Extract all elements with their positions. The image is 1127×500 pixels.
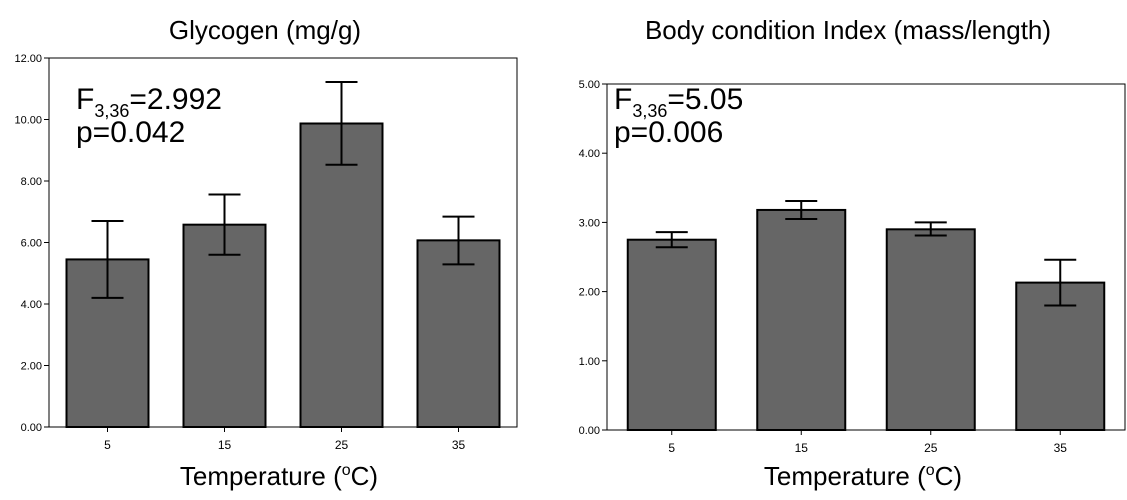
stat-f-letter: F — [614, 83, 632, 116]
y-tick-label: 6.00 — [21, 238, 42, 250]
x-axis-label-start: Temperature ( — [764, 461, 926, 491]
x-tick-label: 15 — [795, 441, 809, 455]
y-tick-label: 0.00 — [579, 425, 600, 437]
bar — [626, 238, 717, 431]
y-tick-label: 2.00 — [21, 361, 42, 373]
x-axis-label-start: Temperature ( — [180, 461, 342, 491]
x-tick-label: 35 — [1054, 441, 1068, 455]
stat-f-subscript: 3,36 — [94, 101, 129, 121]
y-tick-label: 0.00 — [21, 422, 42, 434]
x-tick-label: 35 — [452, 438, 466, 452]
stat-p-value: p=0.042 — [76, 116, 185, 149]
x-axis-label-end: C) — [935, 461, 962, 491]
stat-f-annotation: F3,36=5.05 — [614, 83, 743, 121]
y-tick-label: 8.00 — [21, 176, 42, 188]
x-axis-label-degree: o — [926, 462, 935, 479]
y-tick-label: 4.00 — [579, 148, 600, 160]
x-tick-label: 15 — [218, 438, 232, 452]
stat-f-value: =5.05 — [667, 83, 743, 116]
x-axis-label-degree: o — [342, 462, 351, 479]
stat-p-value: p=0.006 — [614, 116, 723, 149]
x-tick-label: 5 — [668, 441, 675, 455]
y-tick-label: 1.00 — [579, 356, 600, 368]
x-tick-label: 25 — [924, 441, 938, 455]
y-tick-label: 2.00 — [579, 287, 600, 299]
x-tick-label: 25 — [335, 438, 349, 452]
chart-body-condition: Body condition Index (mass/length) 0.00 1… — [579, 15, 1126, 491]
bar — [885, 228, 976, 431]
bar — [756, 208, 847, 431]
stat-f-value: =2.992 — [129, 83, 222, 116]
stat-f-subscript: 3,36 — [632, 101, 667, 121]
chart-title: Body condition Index (mass/length) — [645, 15, 1051, 45]
y-tick-label: 12.00 — [14, 53, 42, 65]
x-ticks: 5 15 25 35 — [104, 427, 465, 452]
y-tick-label: 3.00 — [579, 217, 600, 229]
x-axis-label: Temperature (oC) — [764, 461, 962, 491]
x-ticks: 5 15 25 35 — [668, 430, 1067, 455]
chart-title: Glycogen (mg/g) — [169, 15, 361, 45]
stat-f-annotation: F3,36=2.992 — [76, 83, 222, 121]
bar — [416, 239, 501, 428]
y-tick-label: 10.00 — [14, 115, 42, 127]
chart-glycogen: Glycogen (mg/g) 0.00 2.00 4.00 6.00 8.00 10.0… — [14, 15, 518, 491]
y-tick-label: 5.00 — [579, 79, 600, 91]
y-ticks: 0.00 1.00 2.00 3.00 4.00 5.00 — [579, 79, 607, 437]
y-ticks: 0.00 2.00 4.00 6.00 8.00 10.00 12.00 — [14, 53, 49, 434]
x-axis-label-end: C) — [351, 461, 378, 491]
y-tick-label: 4.00 — [21, 299, 42, 311]
x-tick-label: 5 — [104, 438, 111, 452]
bars — [65, 80, 501, 428]
stat-f-letter: F — [76, 83, 94, 116]
bar — [299, 122, 384, 428]
x-axis-label: Temperature (oC) — [180, 461, 378, 491]
bars — [626, 199, 1106, 431]
